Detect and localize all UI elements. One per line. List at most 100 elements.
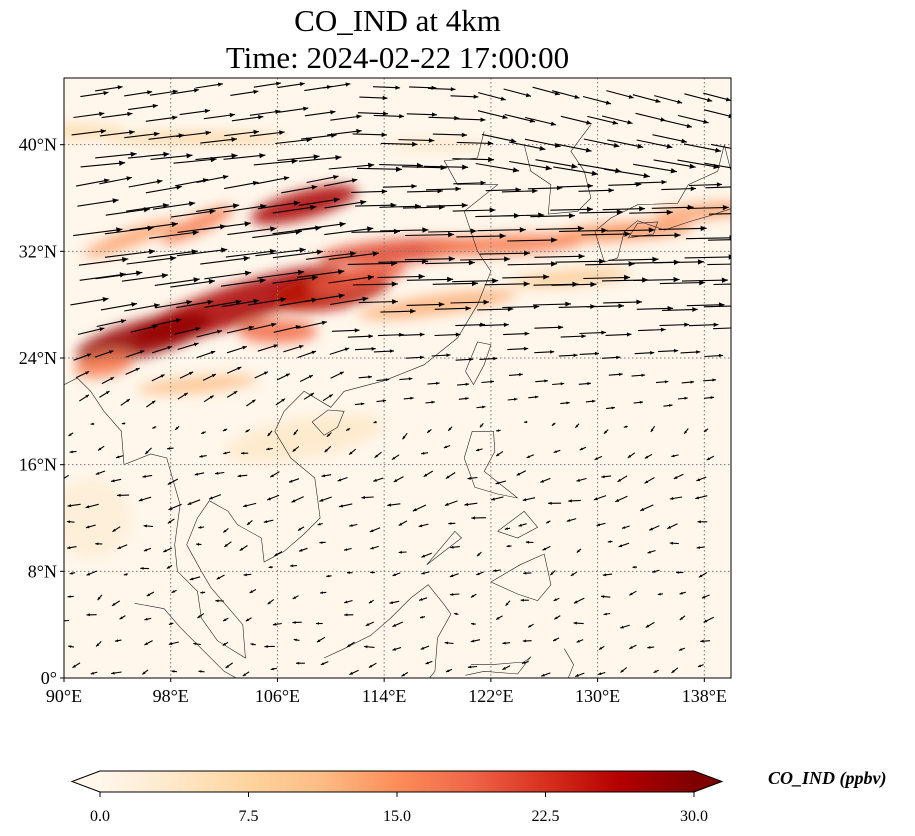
- wind-vector-head: [223, 451, 227, 455]
- wind-vector-head: [667, 525, 671, 529]
- wind-vector-head: [269, 248, 276, 255]
- wind-vector-shaft: [204, 271, 252, 280]
- wind-vector-shaft: [477, 308, 514, 311]
- wind-vector-shaft: [231, 116, 264, 122]
- wind-vector-head: [598, 672, 602, 675]
- wind-vector-head: [275, 109, 281, 114]
- wind-vector-head: [121, 422, 125, 425]
- wind-vector-head: [321, 474, 325, 478]
- wind-vector-head: [505, 602, 509, 606]
- wind-vector-head: [215, 599, 219, 603]
- wind-vector-head: [259, 153, 266, 159]
- wind-vector-shaft: [608, 258, 659, 261]
- wind-vector-shaft: [124, 304, 160, 312]
- wind-vector-head: [253, 89, 259, 95]
- wind-vector-head: [476, 572, 480, 576]
- wind-vector-head: [258, 115, 264, 120]
- wind-vector-head: [367, 226, 374, 232]
- wind-vector-head: [168, 642, 173, 646]
- wind-vector-shaft: [477, 110, 508, 119]
- wind-vector-shaft: [633, 278, 680, 282]
- wind-vector-head: [313, 154, 320, 160]
- wind-vector-shaft: [477, 229, 526, 232]
- wind-vector-head: [422, 258, 429, 265]
- wind-vector-head: [172, 115, 178, 120]
- wind-vector-head: [188, 201, 196, 207]
- wind-vector-shaft: [402, 206, 445, 209]
- wind-vector-shaft: [586, 305, 625, 308]
- coastline-segment: [311, 409, 345, 436]
- wind-vector-head: [587, 206, 593, 212]
- wind-vector-head: [518, 523, 522, 527]
- wind-vector-shaft: [272, 250, 324, 259]
- wind-vector-shaft: [204, 300, 242, 308]
- wind-vector-shaft: [126, 204, 170, 212]
- colorbar-extend-high: [694, 771, 722, 792]
- wind-vector-head: [448, 256, 455, 262]
- wind-vector-head: [239, 547, 244, 551]
- wind-vector-head: [69, 450, 73, 454]
- wind-vector-shaft: [378, 260, 429, 263]
- wind-vector-head: [516, 472, 521, 476]
- wind-vector-head: [706, 457, 711, 460]
- wind-vector-head: [347, 571, 350, 574]
- wind-vector-shaft: [379, 164, 424, 167]
- wind-vector-head: [690, 186, 696, 192]
- wind-vector-shaft: [527, 187, 563, 190]
- wind-vector-shaft: [324, 201, 367, 209]
- wind-vector-shaft: [129, 223, 178, 231]
- map-area[interactable]: [4, 78, 759, 685]
- coastline-segment: [465, 656, 532, 676]
- colorbar-tick-label: 22.5: [532, 808, 560, 825]
- wind-vector-shaft: [248, 298, 287, 306]
- wind-vector-head: [205, 130, 211, 136]
- wind-vector-shaft: [356, 167, 403, 170]
- wind-vector-head: [222, 428, 226, 431]
- wind-vector-head: [243, 573, 247, 577]
- wind-vector-head: [296, 661, 300, 665]
- wind-vector-shaft: [579, 211, 623, 214]
- wind-vector-head: [176, 318, 182, 323]
- colorbar: 0.0 7.5 15.0 22.5 30.0: [70, 770, 724, 825]
- wind-vector-head: [418, 524, 423, 528]
- wind-vector-head: [596, 523, 600, 527]
- wind-vector-head: [496, 453, 500, 457]
- wind-vector-head: [217, 82, 223, 87]
- wind-vector-head: [719, 353, 724, 358]
- wind-vector-shaft: [601, 115, 633, 124]
- wind-vector-shaft: [484, 283, 530, 286]
- wind-vector-head: [551, 422, 555, 426]
- wind-vector-shaft: [686, 206, 729, 210]
- wind-vector-head: [338, 293, 345, 299]
- wind-vector-head: [194, 472, 199, 476]
- wind-vector-head: [524, 250, 531, 256]
- wind-vector-shaft: [328, 252, 379, 260]
- wind-vector-head: [479, 424, 483, 428]
- wind-vector-shaft: [105, 208, 151, 216]
- wind-vector-head: [467, 665, 472, 669]
- wind-vector-head: [67, 595, 71, 598]
- wind-vector-head: [383, 111, 388, 116]
- wind-vector-head: [235, 299, 242, 305]
- wind-vector-shaft: [705, 186, 731, 189]
- wind-vector-head: [514, 397, 518, 401]
- wind-vector-head: [310, 393, 314, 397]
- wind-vector-head: [575, 673, 579, 677]
- wind-vector-shaft: [227, 227, 277, 236]
- wind-vector-head: [90, 422, 94, 426]
- wind-vector-head: [398, 550, 402, 554]
- wind-vector-head: [217, 329, 222, 334]
- wind-vector-head: [671, 669, 675, 673]
- wind-vector-head: [351, 178, 358, 183]
- wind-vector-head: [725, 97, 731, 102]
- wind-vector-head: [169, 255, 177, 262]
- wind-vector-shaft: [652, 134, 688, 143]
- wind-vector-head: [374, 454, 378, 458]
- coastline-segment: [523, 124, 592, 215]
- wind-vector-head: [641, 373, 646, 377]
- wind-vector-shaft: [224, 130, 260, 137]
- wind-vector-shaft: [677, 114, 709, 124]
- wind-vector-shaft: [104, 250, 156, 258]
- wind-vector-head: [502, 666, 506, 670]
- wind-vector-head: [443, 445, 448, 448]
